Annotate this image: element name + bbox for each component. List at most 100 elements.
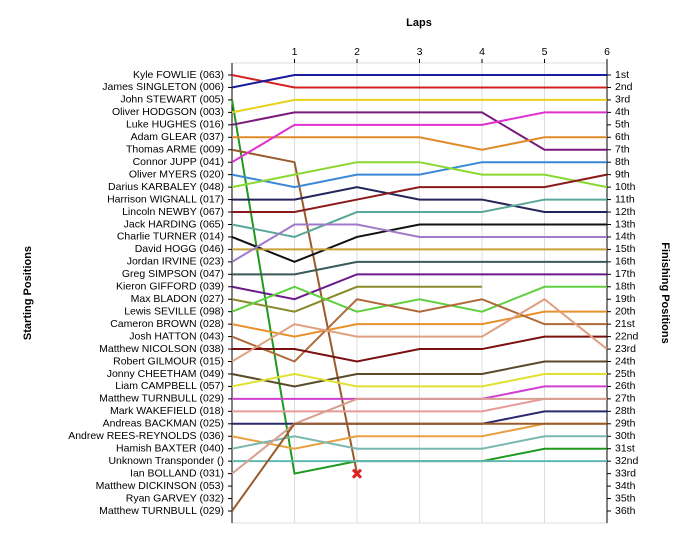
lap-line bbox=[231, 111, 607, 151]
y2-tick-label: 28th bbox=[615, 405, 636, 417]
y2-tick-label: 16th bbox=[615, 256, 636, 268]
y-tick-label: Max BLADON (027) bbox=[131, 293, 224, 305]
y-tick-label: Andreas BACKMAN (025) bbox=[103, 418, 224, 430]
y2-tick-label: 18th bbox=[615, 281, 636, 293]
y2-tick-label: 22nd bbox=[615, 330, 639, 342]
y2-axis-label: Finishing Positions bbox=[659, 242, 671, 343]
y-tick-label: Matthew DICKINSON (053) bbox=[96, 480, 224, 492]
y-tick-label: Ryan GARVEY (032) bbox=[126, 492, 224, 504]
lap-line bbox=[232, 260, 607, 276]
lap-line bbox=[231, 298, 608, 363]
lap-line bbox=[231, 98, 607, 114]
lap-line bbox=[231, 198, 607, 238]
y2-tick-label: 26th bbox=[615, 380, 636, 392]
y-tick-label: Lincoln NEWBY (067) bbox=[122, 206, 224, 218]
y2-tick-label: 17th bbox=[615, 268, 636, 280]
y2-tick-label: 30th bbox=[615, 430, 636, 442]
lap-line bbox=[231, 360, 607, 388]
y-tick-label: Cameron BROWN (028) bbox=[110, 318, 224, 330]
x-axis-label: Laps bbox=[406, 17, 432, 29]
y-tick-label: Kieron GIFFORD (039) bbox=[116, 281, 224, 293]
y-tick-label: Jack HARDING (065) bbox=[124, 218, 224, 230]
y2-tick-label: 1st bbox=[615, 69, 629, 81]
y2-tick-label: 34th bbox=[615, 480, 636, 492]
y-tick-label: Jordan IRVINE (023) bbox=[127, 256, 224, 268]
lap-line bbox=[231, 161, 608, 189]
y2-tick-label: 19th bbox=[615, 293, 636, 305]
y2-tick-label: 21st bbox=[615, 318, 635, 330]
y-axis-label: Starting Positions bbox=[22, 246, 34, 340]
y-tick-label: Thomas ARME (009) bbox=[126, 144, 224, 156]
lap-line bbox=[231, 273, 607, 301]
retired-marker bbox=[351, 468, 363, 479]
y2-tick-label: 32nd bbox=[615, 455, 639, 467]
lap-line bbox=[231, 223, 607, 263]
y2-tick-label: 2nd bbox=[615, 81, 633, 93]
y2-tick-label: 33rd bbox=[615, 467, 636, 479]
lap-line bbox=[231, 148, 358, 474]
y-tick-label: James SINGLETON (006) bbox=[102, 81, 224, 93]
y2-tick-label: 12th bbox=[615, 206, 636, 218]
lap-line bbox=[231, 285, 607, 313]
x-tick-label: 4 bbox=[479, 46, 485, 58]
y2-tick-label: 8th bbox=[615, 156, 630, 168]
lap-line bbox=[231, 422, 607, 512]
x-tick-label: 1 bbox=[292, 46, 298, 58]
y2-tick-label: 11th bbox=[615, 193, 635, 205]
lap-line bbox=[231, 372, 607, 388]
y-tick-label: John STEWART (005) bbox=[120, 94, 224, 106]
y2-tick-label: 15th bbox=[615, 243, 636, 255]
y2-tick-label: 6th bbox=[615, 131, 630, 143]
y2-tick-label: 3rd bbox=[615, 94, 630, 106]
y2-tick-label: 4th bbox=[615, 106, 630, 118]
lap-line bbox=[231, 310, 607, 338]
y-tick-label: Oliver HODGSON (003) bbox=[112, 106, 224, 118]
y-tick-label: Matthew TURNBULL (029) bbox=[99, 393, 224, 405]
y-tick-label: Greg SIMPSON (047) bbox=[122, 268, 224, 280]
lap-line bbox=[232, 173, 608, 214]
y2-tick-label: 27th bbox=[615, 393, 636, 405]
lap-line bbox=[231, 74, 607, 89]
y-tick-label: Charlie TURNER (014) bbox=[117, 231, 224, 243]
y2-tick-label: 5th bbox=[615, 119, 630, 131]
lap-line bbox=[231, 435, 607, 450]
y2-tick-label: 36th bbox=[615, 505, 636, 517]
y-tick-label: Luke HUGHES (016) bbox=[126, 119, 224, 131]
y2-tick-label: 35th bbox=[615, 492, 636, 504]
y-tick-label: Mark WAKEFIELD (018) bbox=[110, 405, 224, 417]
y-tick-label: Lewis SEVILLE (098) bbox=[124, 305, 224, 317]
y2-tick-label: 10th bbox=[615, 181, 636, 193]
y2-tick-label: 23rd bbox=[615, 343, 636, 355]
lap-line bbox=[232, 335, 607, 363]
lap-line bbox=[231, 223, 607, 263]
y-tick-label: Robert GILMOUR (015) bbox=[113, 355, 224, 367]
y2-tick-label: 20th bbox=[615, 305, 636, 317]
y-tick-label: Liam CAMPBELL (057) bbox=[115, 380, 224, 392]
y-tick-label: Oliver MYERS (020) bbox=[129, 168, 224, 180]
y-tick-label: Kyle FOWLIE (063) bbox=[133, 69, 224, 81]
y-tick-label: Unknown Transponder () bbox=[108, 455, 224, 467]
y2-tick-label: 25th bbox=[615, 368, 636, 380]
y-tick-label: Darius KARBALEY (048) bbox=[108, 181, 224, 193]
y2-tick-label: 9th bbox=[615, 168, 630, 180]
y-tick-label: Connor JUPP (041) bbox=[133, 156, 224, 168]
lap-line bbox=[231, 111, 607, 164]
y2-tick-label: 24th bbox=[615, 355, 636, 367]
y-tick-label: Adam GLEAR (037) bbox=[131, 131, 224, 143]
y2-tick-label: 14th bbox=[615, 231, 636, 243]
lap-line bbox=[232, 136, 607, 151]
y-tick-label: Jonny CHEETHAM (049) bbox=[107, 368, 224, 380]
lap-line bbox=[231, 298, 607, 363]
y2-tick-label: 13th bbox=[615, 218, 636, 230]
lap-line bbox=[231, 285, 482, 313]
y-tick-label: Matthew NICOLSON (038) bbox=[99, 343, 224, 355]
y2-tick-label: 31st bbox=[615, 442, 635, 454]
y2-tick-label: 7th bbox=[615, 144, 630, 156]
y-tick-label: Andrew REES-REYNOLDS (036) bbox=[68, 430, 224, 442]
x-tick-label: 5 bbox=[542, 46, 548, 58]
y-tick-label: Harrison WIGNALL (017) bbox=[107, 193, 224, 205]
y-tick-label: Matthew TURNBULL (029) bbox=[99, 505, 224, 517]
y-tick-label: Josh HATTON (043) bbox=[129, 330, 224, 342]
